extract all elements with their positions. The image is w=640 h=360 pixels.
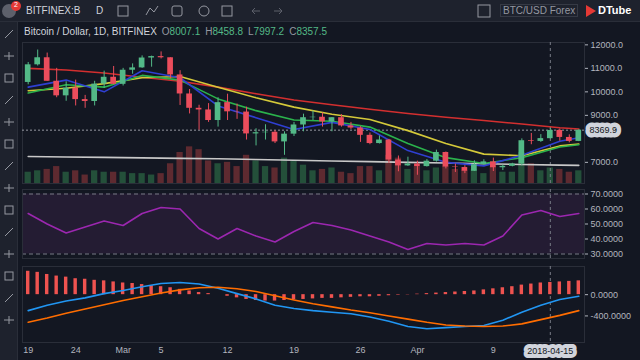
svg-text:12000.0: 12000.0 [591, 40, 624, 50]
svg-text:9: 9 [491, 345, 496, 355]
html-text:H 8458.8: H 8458.8 [205, 26, 243, 37]
html-text:BITFINEX:B: BITFINEX:B [26, 5, 81, 16]
svg-text:0.0000: 0.0000 [591, 290, 619, 300]
svg-text:11000.0: 11000.0 [591, 63, 623, 73]
svg-text:26: 26 [355, 345, 365, 355]
html-text:C 8357.5: C 8357.5 [289, 26, 327, 37]
svg-text:5: 5 [159, 345, 164, 355]
html-text:2: 2 [14, 1, 18, 8]
html-text:O 8007.1: O 8007.1 [161, 26, 201, 37]
html-text:BTC/USD Forex: BTC/USD Forex [503, 5, 576, 16]
svg-text:9000.0: 9000.0 [591, 110, 619, 120]
html-text:D: D [96, 5, 104, 16]
svg-text:30.0000: 30.0000 [591, 249, 624, 259]
svg-text:24: 24 [71, 345, 81, 355]
svg-text:60.0000: 60.0000 [591, 204, 624, 214]
svg-text:19: 19 [23, 345, 33, 355]
svg-text:-400.0000: -400.0000 [591, 311, 632, 321]
svg-text:50.0000: 50.0000 [591, 219, 624, 229]
svg-text:40.0000: 40.0000 [591, 234, 624, 244]
svg-text:Apr: Apr [410, 345, 424, 355]
html-text:Bitcoin / Dollar, 1D, BITFINEX: Bitcoin / Dollar, 1D, BITFINEX [24, 26, 157, 37]
html-text:DTube: DTube [598, 4, 632, 16]
html-text:L 7997.2: L 7997.2 [248, 26, 285, 37]
svg-text:7000.0: 7000.0 [591, 157, 619, 167]
svg-text:10000.0: 10000.0 [591, 87, 624, 97]
svg-text:19: 19 [289, 345, 299, 355]
svg-text:70.0000: 70.0000 [591, 189, 624, 199]
svg-text:8369.9: 8369.9 [590, 125, 618, 135]
svg-text:12: 12 [223, 345, 233, 355]
svg-text:Mar: Mar [115, 345, 131, 355]
svg-text:2018-04-15: 2018-04-15 [527, 346, 573, 356]
